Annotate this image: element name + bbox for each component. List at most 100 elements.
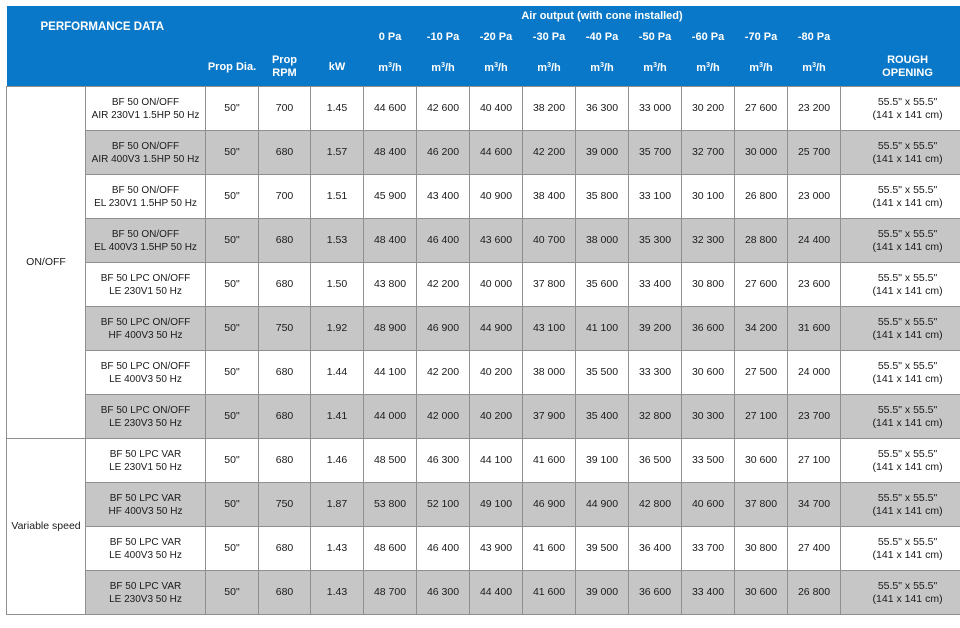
air-output-cell: 24 400 xyxy=(787,218,842,263)
prop-rpm-cell: 750 xyxy=(258,482,311,527)
rough-opening-cell: 55.5" x 55.5" (141 x 141 cm) xyxy=(840,306,960,351)
unit-header: m3/h xyxy=(628,48,682,87)
air-output-cell: 30 600 xyxy=(734,438,789,483)
rough-opening-cell: 55.5" x 55.5" (141 x 141 cm) xyxy=(840,350,960,395)
air-output-cell: 43 800 xyxy=(363,262,418,307)
rough-line2: (141 x 141 cm) xyxy=(872,240,943,253)
model-line2: AIR 400V3 1.5HP 50 Hz xyxy=(91,153,200,165)
kw-cell: 1.57 xyxy=(309,130,365,175)
rough-opening-cell: 55.5" x 55.5" (141 x 141 cm) xyxy=(840,438,960,483)
unit-tail: /h xyxy=(497,62,508,74)
prop-dia-cell: 50" xyxy=(205,86,259,131)
rough-opening-cell: 55.5" x 55.5" (141 x 141 cm) xyxy=(840,482,960,527)
rough-line2: (141 x 141 cm) xyxy=(872,328,943,341)
model-line1: BF 50 LPC ON/OFF xyxy=(100,404,191,416)
air-output-cell: 33 400 xyxy=(681,570,736,615)
prop-rpm-cell: 680 xyxy=(258,262,311,307)
air-output-cell: 40 600 xyxy=(681,482,736,527)
prop-dia-cell: 50" xyxy=(205,218,259,263)
model-cell: BF 50 LPC VAR LE 400V3 50 Hz xyxy=(85,526,206,571)
rough-opening-cell: 55.5" x 55.5" (141 x 141 cm) xyxy=(840,130,960,175)
rough-line1: 55.5" x 55.5" xyxy=(877,535,938,548)
air-output-cell: 38 000 xyxy=(575,218,630,263)
air-output-cell: 35 600 xyxy=(575,262,630,307)
prop-rpm-line2: RPM xyxy=(272,67,297,79)
unit-tail: /h xyxy=(656,62,667,74)
prop-dia-cell: 50" xyxy=(205,438,259,483)
rough-line1: 55.5" x 55.5" xyxy=(877,227,938,240)
air-output-cell: 46 400 xyxy=(416,526,471,571)
air-output-cell: 43 900 xyxy=(469,526,524,571)
air-output-cell: 36 400 xyxy=(628,526,683,571)
prop-rpm-cell: 750 xyxy=(258,306,311,351)
prop-dia-cell: 50" xyxy=(205,262,259,307)
unit-header: m3/h xyxy=(734,48,788,87)
prop-rpm-cell: 680 xyxy=(258,218,311,263)
model-line1: BF 50 ON/OFF xyxy=(111,184,180,196)
pressure-header: -40 Pa xyxy=(575,26,629,48)
rough-line2: (141 x 141 cm) xyxy=(872,416,943,429)
unit-superscript: 3 xyxy=(547,62,551,69)
air-output-cell: 41 600 xyxy=(522,438,577,483)
air-output-cell: 23 200 xyxy=(787,86,842,131)
model-line2: LE 230V1 50 Hz xyxy=(109,285,182,297)
air-output-cell: 28 800 xyxy=(734,218,789,263)
kw-cell: 1.50 xyxy=(309,262,365,307)
rough-line2: (141 x 141 cm) xyxy=(872,372,943,385)
air-output-cell: 32 700 xyxy=(681,130,736,175)
air-output-cell: 30 100 xyxy=(681,174,736,219)
prop-rpm-cell: 680 xyxy=(258,570,311,615)
air-output-cell: 46 900 xyxy=(416,306,471,351)
air-output-cell: 44 600 xyxy=(363,86,418,131)
unit-tail: /h xyxy=(815,62,826,74)
air-output-cell: 41 100 xyxy=(575,306,630,351)
rough-opening-cell: 55.5" x 55.5" (141 x 141 cm) xyxy=(840,394,960,439)
air-output-cell: 44 600 xyxy=(469,130,524,175)
table-row: BF 50 ON/OFF EL 400V3 1.5HP 50 Hz 50" 680 1.… xyxy=(7,218,960,263)
air-output-cell: 33 000 xyxy=(628,86,683,131)
air-output-cell: 34 700 xyxy=(787,482,842,527)
air-output-cell: 30 200 xyxy=(681,86,736,131)
unit-superscript: 3 xyxy=(441,62,445,69)
model-line2: HF 400V3 50 Hz xyxy=(108,329,183,341)
model-line2: AIR 230V1 1.5HP 50 Hz xyxy=(91,109,200,121)
prop-dia-cell: 50" xyxy=(205,130,259,175)
air-output-cell: 40 200 xyxy=(469,394,524,439)
air-output-cell: 48 700 xyxy=(363,570,418,615)
kw-header: kW xyxy=(310,48,364,87)
rough-line2: (141 x 141 cm) xyxy=(872,504,943,517)
prop-rpm-cell: 680 xyxy=(258,350,311,395)
table-row: BF 50 LPC ON/OFF LE 230V1 50 Hz 50" 680 1.50… xyxy=(7,262,960,307)
air-output-cell: 32 300 xyxy=(681,218,736,263)
air-output-cell: 33 500 xyxy=(681,438,736,483)
air-output-cell: 42 200 xyxy=(416,262,471,307)
group-label: Variable speed xyxy=(6,438,86,615)
model-cell: BF 50 LPC ON/OFF LE 230V3 50 Hz xyxy=(85,394,206,439)
air-output-cell: 44 100 xyxy=(469,438,524,483)
unit-superscript: 3 xyxy=(388,62,392,69)
kw-cell: 1.92 xyxy=(309,306,365,351)
rough-line2: (141 x 141 cm) xyxy=(872,460,943,473)
pressure-header: -70 Pa xyxy=(734,26,788,48)
air-output-cell: 23 700 xyxy=(787,394,842,439)
air-output-cell: 48 900 xyxy=(363,306,418,351)
model-cell: BF 50 LPC ON/OFF LE 230V1 50 Hz xyxy=(85,262,206,307)
air-output-cell: 30 300 xyxy=(681,394,736,439)
model-line1: BF 50 LPC VAR xyxy=(109,580,182,592)
air-output-cell: 35 400 xyxy=(575,394,630,439)
model-line1: BF 50 LPC VAR xyxy=(109,536,182,548)
model-line1: BF 50 LPC ON/OFF xyxy=(100,272,191,284)
air-output-cell: 27 600 xyxy=(734,262,789,307)
air-output-cell: 37 800 xyxy=(734,482,789,527)
table-row: ON/OFF BF 50 ON/OFF AIR 230V1 1.5HP 50 Hz 5… xyxy=(6,86,960,439)
air-output-cell: 38 400 xyxy=(522,174,577,219)
kw-cell: 1.41 xyxy=(309,394,365,439)
model-line1: BF 50 ON/OFF xyxy=(111,140,180,152)
air-output-cell: 48 500 xyxy=(363,438,418,483)
unit-tail: /h xyxy=(550,62,561,74)
air-output-cell: 27 400 xyxy=(787,526,842,571)
model-cell: BF 50 LPC ON/OFF LE 400V3 50 Hz xyxy=(85,350,206,395)
unit-header: m3/h xyxy=(575,48,629,87)
air-output-cell: 40 200 xyxy=(469,350,524,395)
air-output-cell: 39 500 xyxy=(575,526,630,571)
